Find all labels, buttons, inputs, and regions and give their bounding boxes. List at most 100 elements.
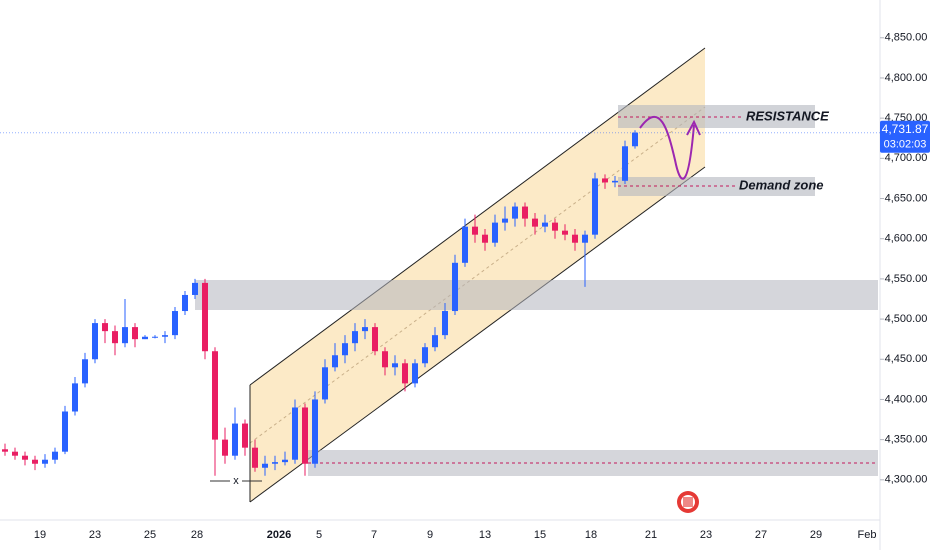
candle-body [612, 180, 618, 183]
marker-label: x [233, 475, 239, 487]
candle-body [322, 367, 328, 400]
x-tick-label: 2026 [267, 529, 291, 541]
y-tick-label: 4,700.00 [885, 152, 928, 164]
candle-body [92, 323, 98, 360]
candle-body [182, 294, 188, 312]
y-tick-label: 4,850.00 [885, 32, 928, 44]
candle-body [232, 423, 238, 456]
event-icon-flag [683, 497, 693, 507]
candle-body [632, 132, 638, 147]
candle-body [502, 218, 508, 223]
channel-bottom [249, 166, 706, 503]
candle-body [162, 335, 168, 337]
demand-label: Demand zone [739, 177, 824, 192]
candles [2, 130, 638, 476]
candle-body [252, 447, 258, 468]
candle-body [32, 459, 38, 464]
candle-body [192, 282, 198, 295]
y-tick-label: 4,500.00 [885, 313, 928, 325]
x-tick-label: 15 [534, 529, 546, 541]
supply-zone [195, 280, 878, 310]
candle-body [342, 343, 348, 356]
x-tick-label: 19 [34, 529, 46, 541]
candle-body [582, 234, 588, 243]
candle-body [272, 462, 278, 464]
candle-body [512, 206, 518, 219]
candle-body [382, 351, 388, 368]
y-tick-label: 4,350.00 [885, 434, 928, 446]
x-tick-label: 18 [585, 529, 597, 541]
candle-body [402, 363, 408, 384]
candle-body [172, 311, 178, 336]
candle-body [352, 331, 358, 344]
candle-body [452, 262, 458, 312]
x-tick-label: 7 [371, 529, 377, 541]
candle-body [122, 327, 128, 344]
candle-body [572, 234, 578, 243]
candle-body [12, 451, 18, 456]
candle-body [242, 423, 248, 448]
x-tick-label: Feb [858, 529, 877, 541]
candle-body [462, 226, 468, 263]
x-tick-label: 25 [144, 529, 156, 541]
candle-body [602, 178, 608, 183]
last-price-label: 4,731.87 [882, 122, 929, 136]
y-tick-label: 4,800.00 [885, 72, 928, 84]
candle-body [522, 206, 528, 219]
candle-body [102, 323, 108, 332]
candle-body [2, 449, 8, 452]
y-tick-label: 4,550.00 [885, 273, 928, 285]
last-price-tag [880, 120, 930, 153]
channel-mid [249, 106, 706, 444]
arrow-head [686, 119, 701, 136]
channel-top [249, 47, 706, 386]
x-tick-label: 9 [427, 529, 433, 541]
candle-body [412, 363, 418, 384]
candle-body [282, 459, 288, 463]
candle-body [132, 327, 138, 340]
candle-body [312, 399, 318, 464]
x-tick-label: 13 [479, 529, 491, 541]
candle-body [432, 335, 438, 348]
candle-body [622, 146, 628, 181]
y-tick-label: 4,450.00 [885, 353, 928, 365]
candle-body [82, 359, 88, 384]
y-tick-label: 4,300.00 [885, 474, 928, 486]
candle-body [372, 327, 378, 352]
x-tick-label: 23 [89, 529, 101, 541]
candle-body [222, 439, 228, 456]
candle-body [392, 363, 398, 368]
x-tick-label: 27 [755, 529, 767, 541]
candle-body [142, 336, 148, 340]
candle-body [112, 331, 118, 344]
y-tick-label: 4,400.00 [885, 393, 928, 405]
candle-body [482, 234, 488, 243]
candle-body [592, 178, 598, 235]
candle-body [42, 459, 48, 464]
candle-body [562, 230, 568, 235]
x-tick-label: 23 [700, 529, 712, 541]
candle-body [542, 222, 548, 227]
y-tick-label: 4,600.00 [885, 233, 928, 245]
candle-body [442, 311, 448, 336]
candle-body [72, 383, 78, 412]
projection-arrow [639, 115, 695, 180]
candle-body [302, 407, 308, 464]
x-tick-label: 21 [645, 529, 657, 541]
candle-body [362, 327, 368, 332]
candle-body [52, 451, 58, 460]
candle-body [152, 336, 158, 338]
countdown-label: 03:02:03 [884, 139, 927, 151]
candle-body [292, 407, 298, 460]
resistance-label: RESISTANCE [746, 108, 829, 123]
candle-body [202, 282, 208, 352]
candle-body [262, 463, 268, 468]
x-tick-label: 28 [191, 529, 203, 541]
candle-body [472, 226, 478, 235]
candle-body [212, 351, 218, 440]
candle-body [532, 218, 538, 227]
x-tick-label: 29 [810, 529, 822, 541]
candle-body [22, 455, 28, 460]
x-tick-label: 5 [316, 529, 322, 541]
